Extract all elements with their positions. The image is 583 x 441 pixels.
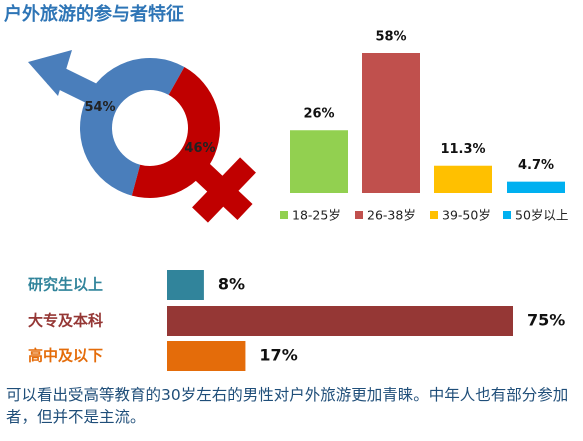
caption: 可以看出受高等教育的30岁左右的男性对户外旅游更加青睐。中年人也有部分参加者，但… <box>6 386 569 426</box>
pie-slice <box>79 58 185 196</box>
value-label: 11.3% <box>440 142 485 157</box>
legend-swatch <box>503 211 511 219</box>
category-label: 研究生以上 <box>28 276 103 294</box>
value-label: 58% <box>375 30 406 45</box>
bar <box>167 306 513 336</box>
title: 户外旅游的参与者特征 <box>4 3 184 25</box>
value-label: 26% <box>303 107 334 122</box>
pie-slice <box>131 67 221 198</box>
bar <box>362 53 420 193</box>
category-label: 高中及以下 <box>28 347 103 365</box>
value-label: 75% <box>527 311 565 330</box>
slice-label: 54% <box>84 100 115 115</box>
value-label: 8% <box>218 275 245 294</box>
legend-label: 39-50岁 <box>442 208 491 223</box>
legend-label: 18-25岁 <box>292 208 341 223</box>
category-label: 大专及本科 <box>28 312 103 330</box>
legend-swatch <box>280 211 288 219</box>
bar <box>290 130 348 193</box>
bar <box>167 270 204 300</box>
slice-label: 46% <box>184 141 215 156</box>
legend-label: 26-38岁 <box>367 208 416 223</box>
value-label: 17% <box>259 346 297 365</box>
bar <box>434 165 492 193</box>
legend-swatch <box>430 211 438 219</box>
value-label: 4.7% <box>518 158 554 173</box>
bar <box>167 341 246 371</box>
bar <box>507 181 565 193</box>
legend-label: 50岁以上 <box>515 208 568 223</box>
legend-swatch <box>355 211 363 219</box>
